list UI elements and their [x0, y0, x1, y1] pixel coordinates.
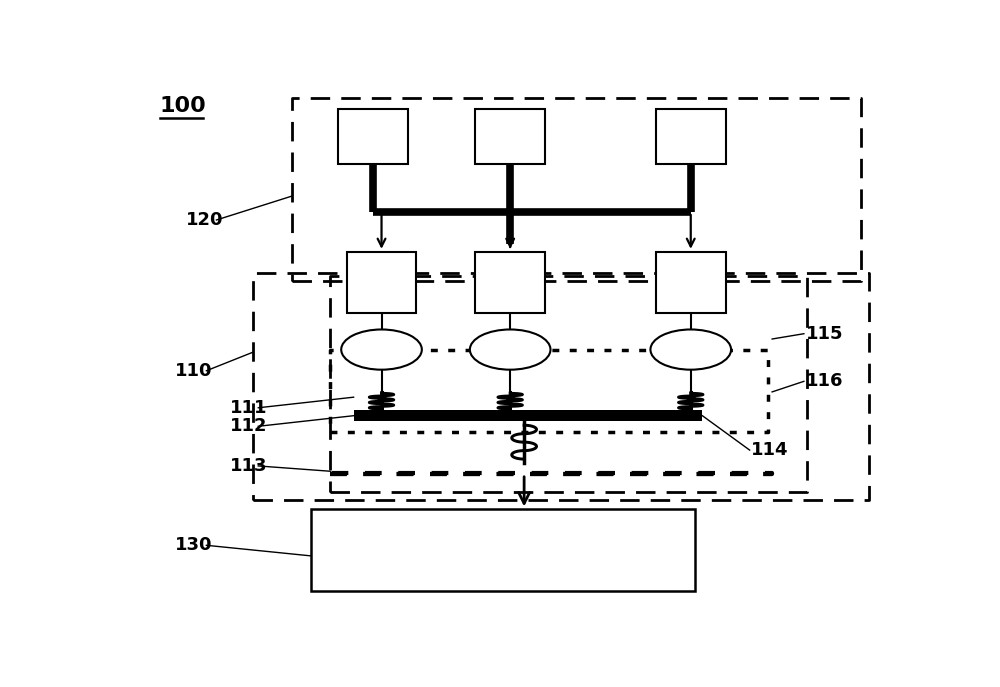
Text: 130: 130 [175, 537, 213, 554]
Bar [311, 509, 695, 592]
Text: 113: 113 [230, 457, 267, 475]
Bar [338, 109, 408, 164]
Text: 100: 100 [160, 96, 207, 116]
Bar [475, 251, 545, 313]
Text: 111: 111 [230, 398, 267, 417]
Bar [347, 251, 416, 313]
Bar [656, 109, 726, 164]
Text: 114: 114 [751, 441, 789, 459]
Text: 110: 110 [175, 362, 213, 380]
Text: 116: 116 [805, 372, 843, 390]
Bar [656, 251, 726, 313]
Ellipse shape [341, 330, 422, 370]
Text: 120: 120 [185, 211, 223, 229]
Bar [354, 410, 702, 421]
Bar [475, 109, 545, 164]
Text: 112: 112 [230, 417, 267, 436]
Text: 115: 115 [805, 325, 843, 343]
Ellipse shape [470, 330, 550, 370]
Ellipse shape [650, 330, 731, 370]
